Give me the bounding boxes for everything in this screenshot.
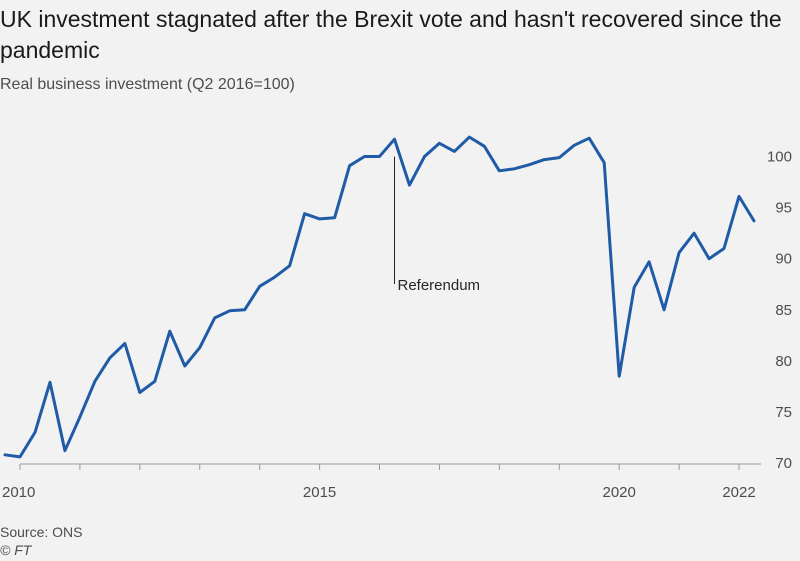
y-tick-label: 70	[775, 455, 792, 472]
y-tick-label: 75	[775, 404, 792, 421]
x-tick-label: 2020	[602, 484, 635, 501]
y-tick-label: 95	[775, 200, 792, 217]
copyright-credit: © FT	[0, 542, 32, 558]
source-note: Source: ONS	[0, 524, 83, 540]
annotation-label: Referendum	[397, 277, 480, 294]
series-line	[3, 135, 756, 459]
x-tick-label: 2010	[2, 484, 35, 501]
x-tick-label: 2015	[303, 484, 336, 501]
y-tick-label: 90	[775, 251, 792, 268]
x-axis: 2010 2015 2020 2022	[2, 463, 761, 501]
x-tick-label: 2022	[722, 484, 755, 501]
y-tick-label: 100	[767, 149, 792, 166]
y-tick-label: 85	[775, 302, 792, 319]
y-tick-label: 80	[775, 353, 792, 370]
y-axis: 70 75 80 85 90 95 100	[767, 149, 792, 472]
annotations: Referendum	[393, 156, 480, 294]
series-layer	[3, 135, 756, 459]
chart-title: UK investment stagnated after the Brexit…	[0, 6, 782, 63]
chart-subtitle: Real business investment (Q2 2016=100)	[0, 76, 295, 93]
